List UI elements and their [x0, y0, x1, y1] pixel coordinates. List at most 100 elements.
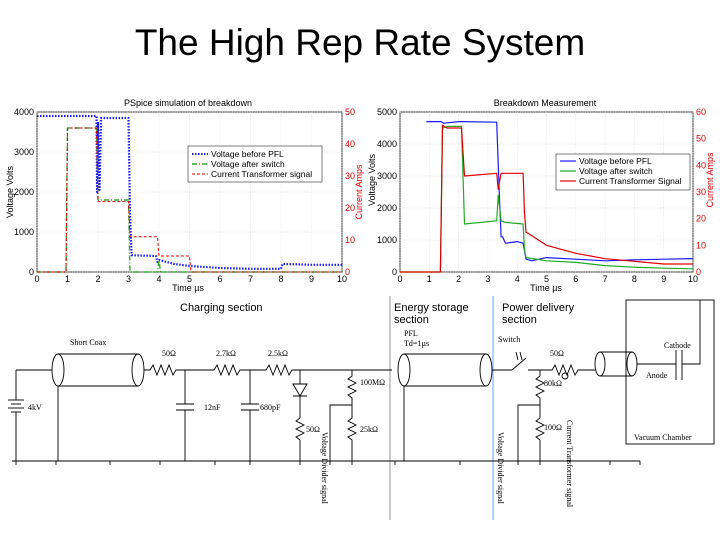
resistor-50-b — [294, 417, 306, 461]
capacitor-12nf — [176, 370, 194, 461]
chart1-title: PSpice simulation of breakdown — [124, 98, 252, 108]
chart2-legend: Voltage before PFL Voltage after switch … — [555, 153, 691, 191]
output-divider-tap — [517, 404, 540, 461]
pfl-coax — [397, 353, 493, 461]
vacuum-chamber — [625, 299, 715, 445]
label-r25k: 25kΩ — [360, 425, 378, 434]
output-coax — [594, 351, 638, 377]
ground-ticks — [15, 461, 641, 465]
resistor-100m — [346, 370, 358, 412]
c2-ytick-0: 0 — [392, 267, 397, 277]
chart1-y-ticks: 0 1000 2000 3000 4000 — [14, 107, 34, 277]
c2-y2tick-3: 30 — [696, 187, 706, 197]
chart2-series — [400, 120, 694, 273]
c2-y2tick-2: 20 — [696, 214, 706, 224]
c1-xtick-7: 7 — [248, 274, 253, 284]
chart2-xlabel: Time µs — [530, 283, 562, 293]
resistor-80k — [534, 370, 546, 412]
section-energy-1: Energy storage — [394, 302, 469, 314]
c1-xtick-1: 1 — [65, 274, 70, 284]
current-transformer — [561, 372, 569, 380]
label-r2k5: 2.5kΩ — [268, 349, 288, 358]
c2-ytick-4: 4000 — [377, 139, 397, 149]
c1-ytick-0: 0 — [29, 267, 34, 277]
cathode-anode-gap — [637, 300, 701, 380]
label-r50c: 50Ω — [550, 349, 564, 358]
c1-y2tick-1: 10 — [345, 235, 355, 245]
label-r80k: 80kΩ — [544, 379, 562, 388]
c1-y2tick-0: 0 — [345, 267, 350, 277]
chart1-y2label: Current Amps — [354, 164, 364, 220]
c2-xtick-0: 0 — [397, 274, 402, 284]
label-r50b: 50Ω — [306, 425, 320, 434]
c2-xtick-7: 7 — [603, 274, 608, 284]
short-coax — [51, 353, 145, 461]
c2-series-1 — [400, 125, 694, 273]
label-r2k7: 2.7kΩ — [216, 349, 236, 358]
c1-y2tick-3: 30 — [345, 171, 355, 181]
chart1-y2-ticks: 0 10 20 30 40 50 — [345, 107, 355, 277]
chart2-y2label: Current Amps — [705, 152, 715, 208]
chart1-series — [37, 114, 342, 273]
resistor-100 — [534, 412, 546, 461]
c1-y2tick-2: 20 — [345, 203, 355, 213]
chart1-x-ticks: 0 1 2 3 4 5 6 7 8 9 10 — [34, 274, 347, 284]
c1-xtick-6: 6 — [217, 274, 222, 284]
chart1-legend-0: Voltage before PFL — [211, 149, 284, 159]
chart2-legend-2: Current Transformer Signal — [579, 176, 682, 186]
c2-xtick-9: 9 — [661, 274, 666, 284]
chart2-y-ticks: 0 1000 2000 3000 4000 5000 — [377, 107, 397, 277]
c2-series-2 — [400, 124, 693, 273]
chart2-legend-0: Voltage before PFL — [579, 156, 652, 166]
pspice-chart: PSpice simulation of breakdown 0 1 2 3 4 5 6 7 8… — [5, 98, 364, 293]
label-short-coax: Short Coax — [70, 338, 106, 347]
c1-xtick-8: 8 — [278, 274, 283, 284]
label-td: Td=1µs — [404, 339, 429, 348]
c2-xtick-4: 4 — [515, 274, 520, 284]
chart1-legend: Voltage before PFL Voltage after switch … — [187, 145, 323, 183]
c2-y2tick-1: 10 — [696, 240, 706, 250]
c1-series-2 — [37, 127, 342, 273]
c1-xtick-9: 9 — [309, 274, 314, 284]
c2-xtick-6: 6 — [573, 274, 578, 284]
resistor-50-a — [144, 363, 210, 377]
label-c680p: 680pF — [260, 403, 281, 412]
c2-y2tick-0: 0 — [696, 267, 701, 277]
c2-ytick-2: 2000 — [377, 203, 397, 213]
c2-xtick-3: 3 — [485, 274, 490, 284]
c1-xtick-4: 4 — [156, 274, 161, 284]
resistor-2k5 — [262, 363, 392, 377]
c2-ytick-5: 5000 — [377, 107, 397, 117]
c2-xtick-1: 1 — [427, 274, 432, 284]
c1-ytick-3: 3000 — [14, 147, 34, 157]
section-power-2: section — [502, 314, 537, 326]
c1-xtick-5: 5 — [187, 274, 192, 284]
c1-ytick-2: 2000 — [14, 187, 34, 197]
c1-xtick-0: 0 — [34, 274, 39, 284]
c1-y2tick-4: 40 — [345, 139, 355, 149]
chart1-legend-2: Current Transformer signal — [211, 169, 312, 179]
section-power-1: Power delivery — [502, 302, 575, 314]
resistor-50-c — [548, 363, 595, 377]
switch — [492, 351, 548, 371]
c2-ytick-1: 1000 — [377, 235, 397, 245]
label-vdiv-1: Voltage Divider signal — [320, 432, 329, 505]
c1-series-0 — [37, 114, 342, 270]
c2-y2tick-5: 50 — [696, 134, 706, 144]
measurement-chart: Breakdown Measurement 0 1 2 3 4 5 6 7 8 9 10 01000… — [367, 98, 715, 293]
divider-tap-wire — [329, 404, 352, 461]
label-cathode: Cathode — [664, 341, 691, 350]
label-vacuum: Vacuum Chamber — [634, 433, 692, 442]
c2-xtick-5: 5 — [544, 274, 549, 284]
c2-xtick-8: 8 — [632, 274, 637, 284]
label-switch: Switch — [498, 335, 520, 344]
c2-y2tick-6: 60 — [696, 107, 706, 117]
label-anode: Anode — [646, 371, 668, 380]
c1-series-1 — [37, 127, 342, 273]
label-pfl: PFL — [404, 329, 418, 338]
circuit-labels: Charging section Energy storage section … — [28, 302, 692, 508]
c2-y2tick-4: 40 — [696, 160, 706, 170]
c1-ytick-4: 4000 — [14, 107, 34, 117]
chart1-legend-1: Voltage after switch — [211, 159, 285, 169]
